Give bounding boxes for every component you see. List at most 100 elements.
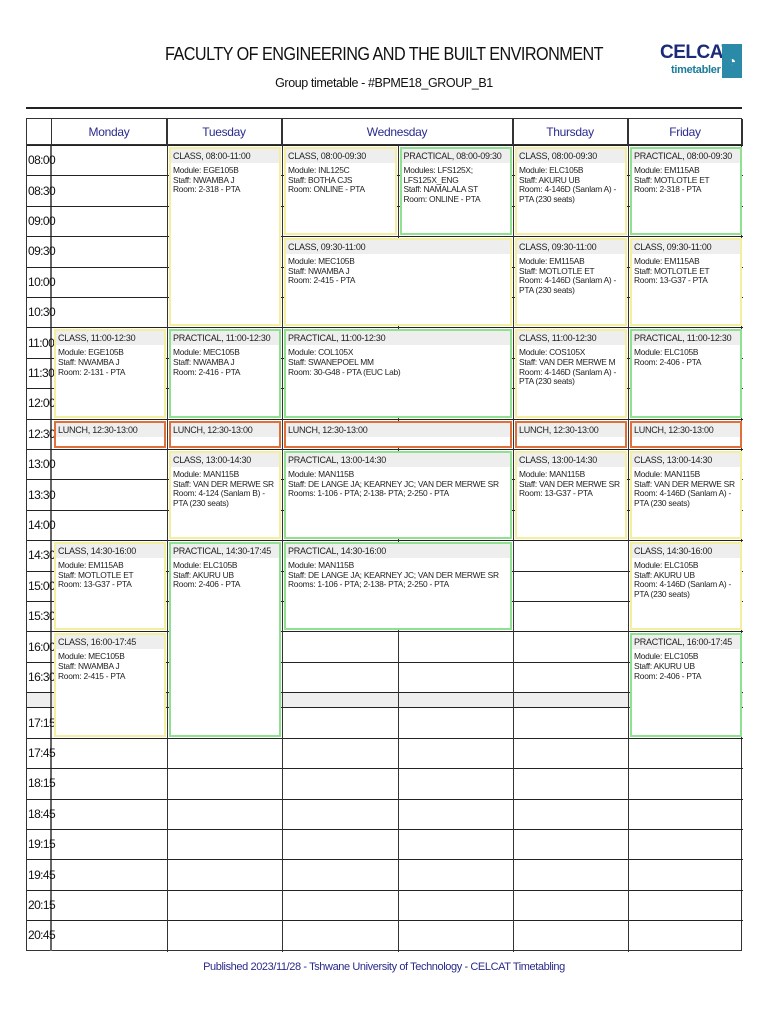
time-label: 18:15	[27, 768, 56, 799]
event-detail-line: Module: ELC105B	[173, 560, 238, 571]
event-details: Module: ELC105B Staff: AKURU UB Room: 2-40…	[171, 558, 279, 590]
time-label: 16:30	[27, 661, 56, 693]
event-detail-line: Room: 2-406 - PTA	[634, 670, 702, 681]
time-label: 18:45	[27, 798, 56, 829]
event-detail-line: Staff: NWAMBA J	[173, 356, 235, 367]
event-title: LUNCH, 12:30-13:00	[632, 422, 740, 437]
event-detail-line: Room: 4-146D (Sanlam A) - PTA (230 seats…	[634, 579, 732, 599]
practical-event[interactable]: PRACTICAL, 14:30-17:45 Module: ELC105B Sta…	[169, 542, 281, 737]
event-detail-line: Staff: AKURU UB	[634, 569, 695, 580]
event-title: LUNCH, 12:30-13:00	[286, 422, 510, 437]
lunch-event[interactable]: LUNCH, 12:30-13:00	[54, 420, 166, 448]
event-detail-line: Staff: VAN DER MERWE SR	[634, 478, 735, 489]
practical-event[interactable]: PRACTICAL, 14:30-16:00 Module: MAN115B Sta…	[284, 542, 512, 631]
time-label: 14:00	[27, 509, 56, 541]
event-detail-line: Module: ELC105B	[634, 347, 699, 358]
event-detail-line: Rooms: 1-106 - PTA; 2-138- PTA; 2-250 - …	[288, 488, 449, 499]
page-subtitle: Group timetable - #BPME18_GROUP_B1	[275, 76, 493, 90]
event-detail-line: Room: 30-G48 - PTA (EUC Lab)	[288, 366, 401, 377]
practical-event[interactable]: PRACTICAL, 11:00-12:30 Module: MEC105B Sta…	[169, 329, 281, 418]
event-detail-line: Staff: NAMALALA ST	[403, 184, 479, 195]
lunch-event[interactable]: LUNCH, 12:30-13:00	[284, 420, 512, 448]
practical-event[interactable]: PRACTICAL, 16:00-17:45 Module: ELC105B Sta…	[630, 633, 742, 737]
event-detail-line: Staff: BOTHA CJS	[288, 174, 353, 185]
event-detail-line: Module: EGE105B	[58, 347, 124, 358]
event-detail-line: Modules: LFS125X; LFS125X_ENG	[403, 165, 474, 185]
class-event[interactable]: CLASS, 08:00-09:30 Module: INL125C Staff: …	[284, 147, 397, 236]
class-event[interactable]: CLASS, 08:00-09:30 Module: ELC105B Staff: …	[515, 147, 627, 236]
class-event[interactable]: CLASS, 11:00-12:30 Module: COS105X Staff: …	[515, 329, 627, 418]
event-detail-line: Staff: VAN DER MERWE SR	[173, 478, 274, 489]
event-detail-line: Module: ELC105B	[519, 165, 584, 175]
column-line	[513, 119, 514, 952]
class-event[interactable]: CLASS, 13:00-14:30 Module: MAN115B Staff: …	[169, 451, 281, 540]
event-detail-line: Module: MEC105B	[58, 651, 125, 662]
event-details: Module: ELC105B Staff: AKURU UB Room: 4-14…	[517, 163, 625, 204]
event-detail-line: Room: 4-146D (Sanlam A) - PTA (230 seats…	[634, 488, 732, 508]
event-detail-line: Staff: MOTLOTLE ET	[519, 265, 595, 276]
class-event[interactable]: CLASS, 09:30-11:00 Module: MEC105B Staff: …	[284, 238, 512, 327]
event-detail-line: Staff: DE LANGE JA; KEARNEY JC; VAN DER …	[288, 478, 499, 489]
class-event[interactable]: CLASS, 13:00-14:30 Module: MAN115B Staff: …	[630, 451, 742, 540]
event-title: CLASS, 09:30-11:00	[286, 240, 510, 255]
time-label: 15:30	[27, 601, 56, 632]
event-details: Module: ELC105B Staff: AKURU UB Room: 4-14…	[632, 558, 740, 599]
class-event[interactable]: CLASS, 09:30-11:00 Module: EM115AB Staff: …	[630, 238, 742, 327]
row-line	[27, 737, 743, 739]
time-label: 08:00	[27, 145, 56, 176]
event-details: Module: EGE105B Staff: NWAMBA J Room: 2-31…	[171, 163, 279, 195]
event-detail-line: Staff: SWANEPOEL MM	[288, 356, 374, 367]
lunch-event[interactable]: LUNCH, 12:30-13:00	[515, 420, 627, 448]
event-detail-line: Module: MEC105B	[288, 256, 355, 267]
lunch-event[interactable]: LUNCH, 12:30-13:00	[169, 420, 281, 448]
event-detail-line: Module: EM115AB	[634, 165, 700, 175]
row-line	[27, 768, 743, 770]
class-event[interactable]: CLASS, 13:00-14:30 Module: MAN115B Staff: …	[515, 451, 627, 540]
class-event[interactable]: CLASS, 14:30-16:00 Module: ELC105B Staff: …	[630, 542, 742, 631]
event-detail-line: Module: EM115AB	[634, 256, 700, 267]
event-title: PRACTICAL, 08:00-09:30	[401, 149, 510, 163]
header-divider	[26, 107, 742, 109]
event-detail-line: Module: MAN115B	[519, 469, 585, 479]
footer-published: Published 2023/11/28 - Tshwane Universit…	[203, 961, 565, 973]
row-line	[27, 798, 743, 800]
time-label: 20:45	[27, 920, 56, 951]
practical-event[interactable]: PRACTICAL, 11:00-12:30 Module: ELC105B Roo…	[630, 329, 742, 418]
event-detail-line: Module: ELC105B	[634, 651, 699, 662]
event-detail-line: Module: EM115AB	[519, 256, 585, 267]
time-label: 17:15	[27, 707, 56, 738]
practical-event[interactable]: PRACTICAL, 08:00-09:30 Modules: LFS125X; …	[399, 147, 512, 236]
event-title: CLASS, 09:30-11:00	[632, 240, 740, 255]
event-detail-line: Room: 4-146D (Sanlam A) - PTA (230 seats…	[519, 366, 617, 387]
event-detail-line: Module: MAN115B	[288, 560, 354, 571]
column-line	[167, 119, 168, 952]
event-detail-line: Module: EM115AB	[58, 560, 124, 571]
row-line	[27, 327, 743, 329]
practical-event[interactable]: PRACTICAL, 13:00-14:30 Module: MAN115B Sta…	[284, 451, 512, 540]
class-event[interactable]: CLASS, 11:00-12:30 Module: EGE105B Staff: …	[54, 329, 166, 418]
class-event[interactable]: CLASS, 16:00-17:45 Module: MEC105B Staff: …	[54, 633, 166, 737]
event-details: Module: MAN115B Staff: VAN DER MERWE SR Ro…	[171, 467, 279, 508]
page-title: FACULTY OF ENGINEERING AND THE BUILT ENV…	[165, 44, 604, 64]
event-detail-line: Module: COL105X	[288, 347, 354, 358]
class-event[interactable]: CLASS, 14:30-16:00 Module: EM115AB Staff: …	[54, 542, 166, 631]
class-event[interactable]: CLASS, 08:00-11:00 Module: EGE105B Staff: …	[169, 147, 281, 327]
time-label: 08:30	[27, 175, 56, 206]
event-detail-line: Staff: NWAMBA J	[58, 660, 120, 671]
logo-word: CELCAT	[660, 42, 733, 63]
event-detail-line: Room: ONLINE - PTA	[288, 184, 365, 195]
lunch-event[interactable]: LUNCH, 12:30-13:00	[630, 420, 742, 448]
event-details: Module: MEC105B Staff: NWAMBA J Room: 2-41…	[171, 345, 279, 377]
practical-event[interactable]: PRACTICAL, 08:00-09:30 Module: EM115AB Sta…	[630, 147, 742, 236]
event-details: Module: EM115AB Staff: MOTLOTLE ET Room: 2…	[632, 163, 740, 195]
time-label: 10:00	[27, 266, 56, 297]
event-details: Module: EM115AB Staff: MOTLOTLE ET Room: 1…	[632, 254, 740, 286]
practical-event[interactable]: PRACTICAL, 11:00-12:30 Module: COL105X Sta…	[284, 329, 512, 418]
row-line	[27, 707, 743, 709]
time-label	[27, 692, 52, 708]
event-details: Module: COS105X Staff: VAN DER MERWE M Roo…	[517, 345, 625, 386]
row-line	[27, 418, 743, 420]
class-event[interactable]: CLASS, 09:30-11:00 Module: EM115AB Staff: …	[515, 238, 627, 327]
event-details: Modules: LFS125X; LFS125X_ENG Staff: NAMA…	[402, 163, 511, 204]
